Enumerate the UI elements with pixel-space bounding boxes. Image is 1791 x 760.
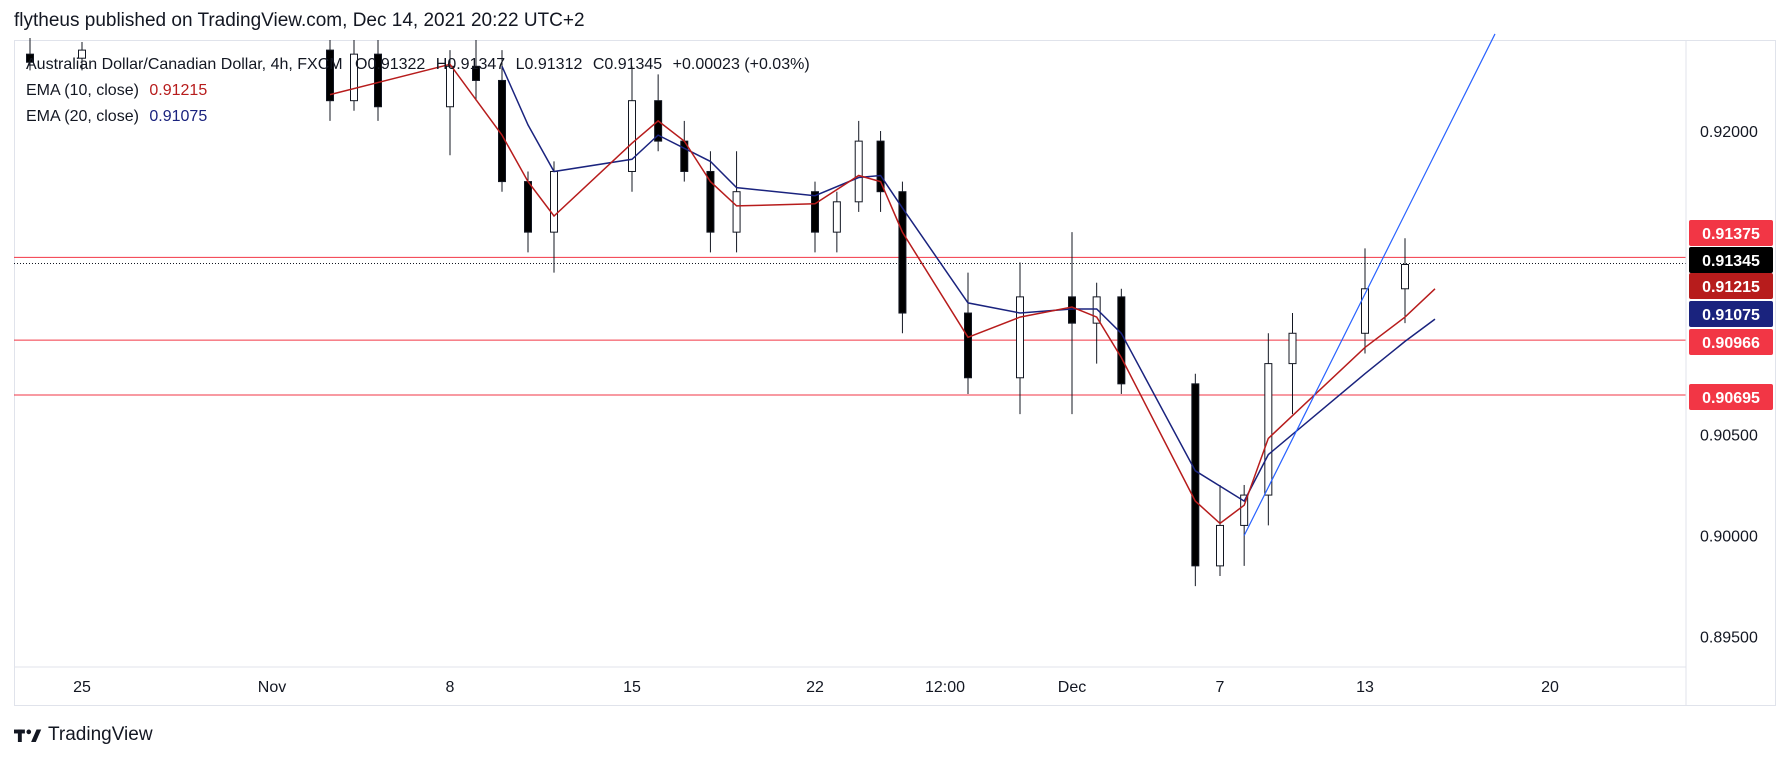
candle[interactable]	[1264, 333, 1273, 526]
candle[interactable]	[78, 42, 86, 71]
candle[interactable]	[26, 37, 34, 71]
candle[interactable]	[374, 40, 382, 121]
trend-line[interactable]	[1243, 33, 1496, 536]
candle[interactable]	[1068, 232, 1076, 415]
time-tick-label: 25	[73, 679, 91, 696]
candle[interactable]	[1401, 238, 1409, 324]
price-tick-label: 0.90000	[1700, 529, 1758, 546]
time-tick-label: 22	[806, 679, 824, 696]
price-label-text: 0.91375	[1702, 226, 1760, 243]
chart-legend: Australian Dollar/Canadian Dollar, 4h, F…	[26, 52, 816, 130]
candle[interactable]	[876, 131, 885, 212]
candle[interactable]	[1361, 248, 1369, 354]
symbol-label[interactable]: Australian Dollar/Canadian Dollar, 4h, F…	[26, 56, 343, 73]
ema10-value: 0.91215	[149, 82, 208, 99]
candle[interactable]	[1092, 282, 1101, 364]
candle[interactable]	[446, 50, 454, 156]
close-value: C0.91345	[592, 56, 663, 73]
price-label-ema20: 0.91075	[1689, 301, 1773, 327]
price-label-text: 0.90966	[1702, 335, 1760, 352]
candle[interactable]	[964, 272, 972, 394]
low-value: L0.91312	[515, 56, 583, 73]
ema10-label: EMA (10, close)	[26, 82, 139, 99]
time-tick-label: 8	[446, 679, 455, 696]
price-axis: 0.92000 0.90500 0.90000 0.89500	[1700, 124, 1758, 647]
ema20-line	[501, 65, 1436, 503]
price-label-level: 0.91375	[1689, 220, 1773, 246]
candle[interactable]	[1016, 262, 1024, 415]
ohlc-values: O0.91322 H0.91347 L0.91312 C0.91345 +0.0…	[355, 56, 816, 73]
horizontal-levels	[14, 256, 1686, 396]
candles	[26, 37, 1409, 587]
candle[interactable]	[680, 120, 689, 182]
price-label-text: 0.90695	[1702, 390, 1760, 407]
time-axis: 25 Nov 8 15 22 12:00 Dec 7 13 20	[73, 679, 1559, 696]
time-tick-label: 7	[1216, 679, 1225, 696]
time-tick-label: 13	[1356, 679, 1374, 696]
candle[interactable]	[706, 151, 715, 253]
price-label-level: 0.90966	[1689, 329, 1773, 355]
price-tick-label: 0.89500	[1700, 630, 1758, 647]
candle[interactable]	[832, 191, 841, 253]
footer-brand-text: TradingView	[48, 724, 153, 745]
candle[interactable]	[472, 40, 480, 101]
time-tick-label: Dec	[1058, 679, 1086, 696]
time-tick-label: 15	[623, 679, 641, 696]
candle[interactable]	[1216, 484, 1224, 576]
time-tick-label: Nov	[258, 679, 286, 696]
footer-brand[interactable]: TradingView	[14, 724, 153, 746]
candle[interactable]	[1288, 313, 1297, 415]
ema20-legend-row[interactable]: EMA (20, close) 0.91075	[26, 104, 816, 130]
price-label-level: 0.90695	[1689, 384, 1773, 410]
change-value: +0.00023 (+0.03%)	[672, 56, 810, 73]
ema10-line	[329, 63, 1436, 525]
candle[interactable]	[854, 120, 863, 212]
candle[interactable]	[350, 40, 358, 111]
high-value: H0.91347	[435, 56, 506, 73]
candle[interactable]	[326, 40, 334, 121]
price-axis-labels: 0.91375 0.91345 0.91215 0.91075 0.90966 0.906…	[1689, 220, 1773, 410]
candle[interactable]	[1191, 373, 1200, 587]
ema20-label: EMA (20, close)	[26, 108, 139, 125]
symbol-row: Australian Dollar/Canadian Dollar, 4h, F…	[26, 52, 816, 78]
chart-frame	[14, 40, 1776, 706]
price-label-text: 0.91345	[1702, 253, 1760, 270]
publisher-caption: flytheus published on TradingView.com, D…	[14, 10, 585, 31]
candle[interactable]	[732, 151, 741, 253]
price-tick-label: 0.92000	[1700, 124, 1758, 141]
candle[interactable]	[1240, 484, 1249, 566]
candle[interactable]	[628, 66, 636, 192]
price-label-text: 0.91215	[1702, 279, 1760, 296]
ema20-value: 0.91075	[149, 108, 208, 125]
candle[interactable]	[811, 181, 819, 253]
price-tick-label: 0.90500	[1700, 427, 1758, 444]
ema10-legend-row[interactable]: EMA (10, close) 0.91215	[26, 78, 816, 104]
price-label-ema10: 0.91215	[1689, 273, 1773, 299]
price-label-last: 0.91345	[1689, 247, 1773, 273]
open-value: O0.91322	[355, 56, 426, 73]
candle[interactable]	[1117, 288, 1126, 394]
time-tick-label: 20	[1541, 679, 1559, 696]
time-tick-label: 12:00	[925, 679, 965, 696]
tradingview-logo-icon	[14, 729, 42, 742]
price-label-text: 0.91075	[1702, 307, 1760, 324]
